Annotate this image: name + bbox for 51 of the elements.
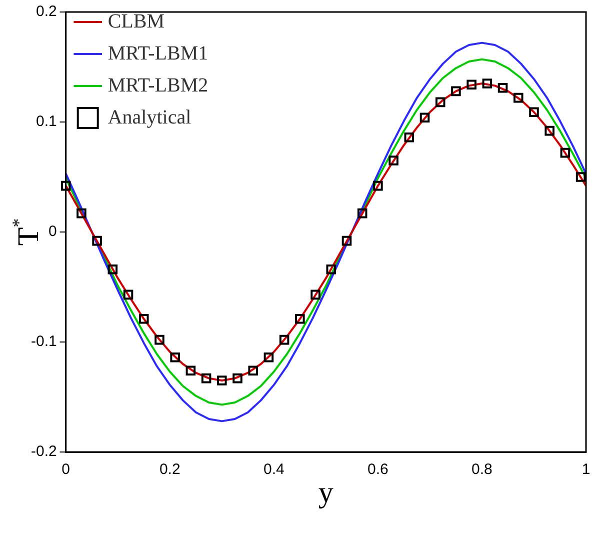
x-tick-label: 0.6 [368, 461, 388, 478]
point [123, 290, 134, 300]
point [357, 208, 368, 218]
point [482, 78, 492, 88]
legend-label: CLBM [108, 10, 165, 32]
point [388, 156, 398, 166]
x-axis-title: y [318, 476, 334, 509]
point [576, 172, 586, 182]
x-tick-label: 0.8 [472, 461, 492, 478]
x-tick-label: 0.2 [159, 461, 180, 478]
point [435, 97, 446, 108]
point [264, 352, 274, 362]
point [544, 126, 554, 136]
point [420, 112, 430, 122]
point [138, 314, 149, 324]
y-tick-label: -0.2 [30, 443, 57, 460]
point [295, 314, 305, 324]
point [310, 290, 320, 300]
x-tick-label: 1 [582, 461, 590, 478]
point [186, 366, 196, 376]
point [154, 334, 164, 345]
point [498, 83, 508, 93]
x-tick-label: 0.4 [263, 461, 284, 478]
legend-label: MRT-LBM1 [108, 42, 208, 64]
point [232, 373, 242, 384]
y-tick-label: -0.1 [30, 333, 57, 350]
point [513, 92, 524, 103]
y-axis-title: T* [8, 218, 45, 246]
point [326, 264, 336, 274]
legend-label: MRT-LBM2 [108, 74, 208, 96]
point [560, 148, 570, 158]
point [451, 86, 461, 96]
point [170, 352, 180, 362]
point [108, 264, 118, 274]
legend-label: Analytical [108, 106, 192, 128]
y-tick-label: 0.2 [36, 3, 57, 20]
point [466, 80, 476, 90]
point [248, 366, 258, 376]
point [373, 180, 383, 191]
point [404, 132, 414, 142]
point [279, 334, 290, 345]
point [342, 236, 352, 246]
x-tick-label: 0 [62, 461, 70, 478]
point [92, 236, 102, 246]
point [60, 180, 71, 191]
y-tick-label: 0 [48, 223, 57, 240]
point [529, 107, 539, 117]
point [217, 376, 227, 386]
point [76, 208, 86, 218]
point [201, 373, 212, 384]
y-tick-label: 0.1 [36, 113, 57, 130]
